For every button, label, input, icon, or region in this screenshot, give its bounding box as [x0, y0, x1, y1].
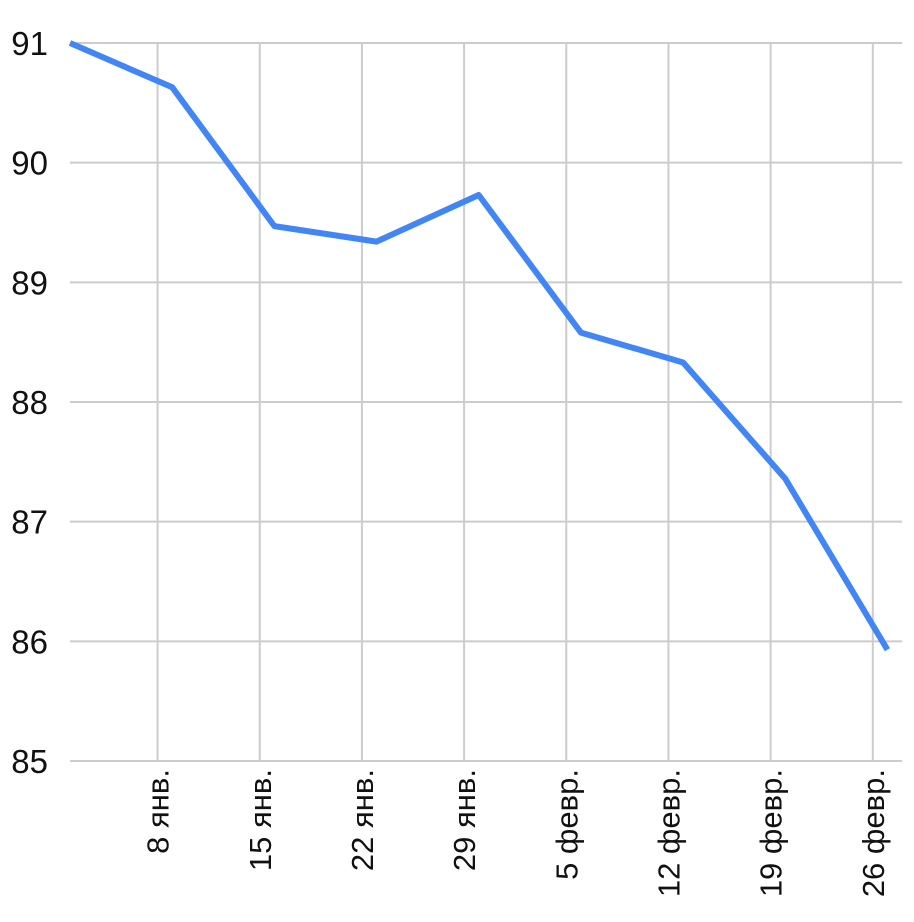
y-tick-label: 87 [11, 504, 48, 541]
y-tick-label: 91 [11, 25, 48, 62]
x-tick-label: 22 янв. [345, 769, 380, 871]
y-tick-label: 88 [11, 384, 48, 421]
x-tick-label: 29 янв. [447, 769, 482, 871]
x-tick-label: 26 февр. [856, 769, 891, 897]
x-tick-label: 15 янв. [243, 769, 278, 871]
series-layer [68, 40, 890, 652]
y-axis: 85 86 87 88 89 90 91 [11, 25, 48, 780]
x-tick-label: 8 янв. [141, 769, 176, 854]
x-tick-label: 5 февр. [549, 769, 584, 880]
y-tick-label: 89 [11, 264, 48, 301]
y-tick-label: 90 [11, 145, 48, 182]
y-tick-label: 86 [11, 623, 48, 660]
series-line [68, 40, 890, 652]
x-tick-label: 19 февр. [754, 769, 789, 897]
x-tick-label: 12 февр. [651, 769, 686, 897]
horizontal-gridlines [70, 42, 902, 762]
y-tick-label: 85 [11, 743, 48, 780]
x-axis: 8 янв. 15 янв. 22 янв. 29 янв. 5 февр. 12 фев… [141, 769, 891, 897]
